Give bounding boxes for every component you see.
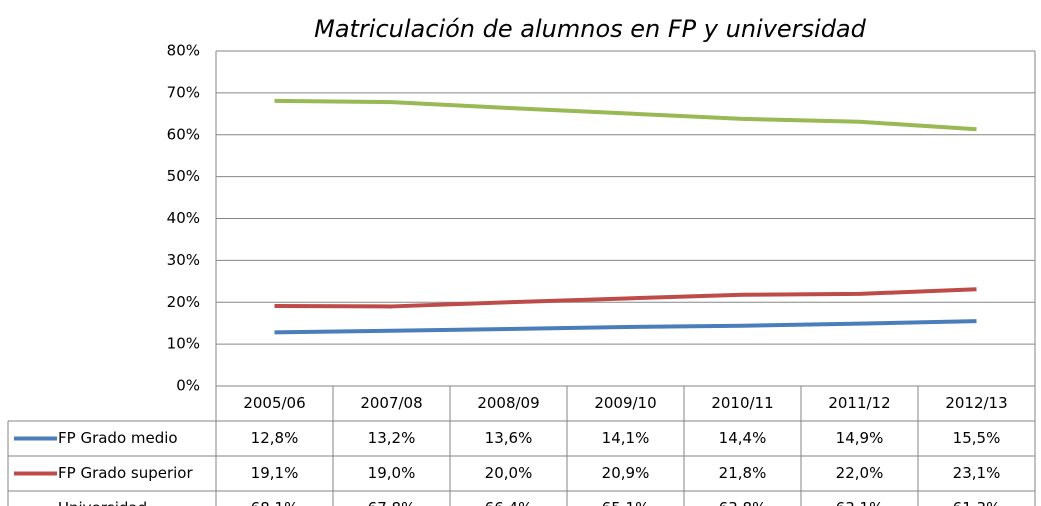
table-value: 14,1% [602,429,650,447]
table-value: 14,9% [836,429,884,447]
table-value: 65,1% [602,499,650,506]
table-value: 13,2% [368,429,416,447]
x-tick-label: 2008/09 [477,394,539,412]
series-line [274,287,977,309]
table-value: 68,1% [251,499,299,506]
table-value: 23,1% [953,464,1001,482]
table-value: 67,8% [368,499,416,506]
y-tick-label: 40% [167,209,200,227]
table-value: 20,0% [485,464,533,482]
y-tick-label: 60% [167,125,200,143]
table-value: 66,4% [485,499,533,506]
x-tick-label: 2012/13 [945,394,1007,412]
table-value: 15,5% [953,429,1001,447]
x-tick-label: 2007/08 [360,394,422,412]
table-value: 21,8% [719,464,767,482]
series-line [274,98,977,132]
table-value: 22,0% [836,464,884,482]
table-value: 12,8% [251,429,299,447]
table-value: 61,3% [953,499,1001,506]
table-value: 13,6% [485,429,533,447]
table-value: 14,4% [719,429,767,447]
legend-label: FP Grado superior [58,464,193,482]
table-value: 20,9% [602,464,650,482]
y-tick-label: 50% [167,167,200,185]
legend-label: FP Grado medio [58,429,178,447]
table-value: 63,8% [719,499,767,506]
y-tick-label: 20% [167,293,200,311]
y-tick-label: 70% [167,83,200,101]
series-line [274,319,977,335]
y-tick-label: 0% [176,377,200,395]
y-tick-label: 80% [167,42,200,60]
legend-label: Universidad [58,499,147,506]
y-tick-label: 10% [167,335,200,353]
x-tick-label: 2011/12 [828,394,890,412]
table-value: 19,0% [368,464,416,482]
chart-title: Matriculación de alumnos en FP y univers… [314,15,867,43]
x-tick-label: 2010/11 [711,394,773,412]
x-tick-label: 2005/06 [243,394,305,412]
x-tick-label: 2009/10 [594,394,656,412]
y-tick-label: 30% [167,251,200,269]
table-value: 19,1% [251,464,299,482]
table-value: 63,1% [836,499,884,506]
